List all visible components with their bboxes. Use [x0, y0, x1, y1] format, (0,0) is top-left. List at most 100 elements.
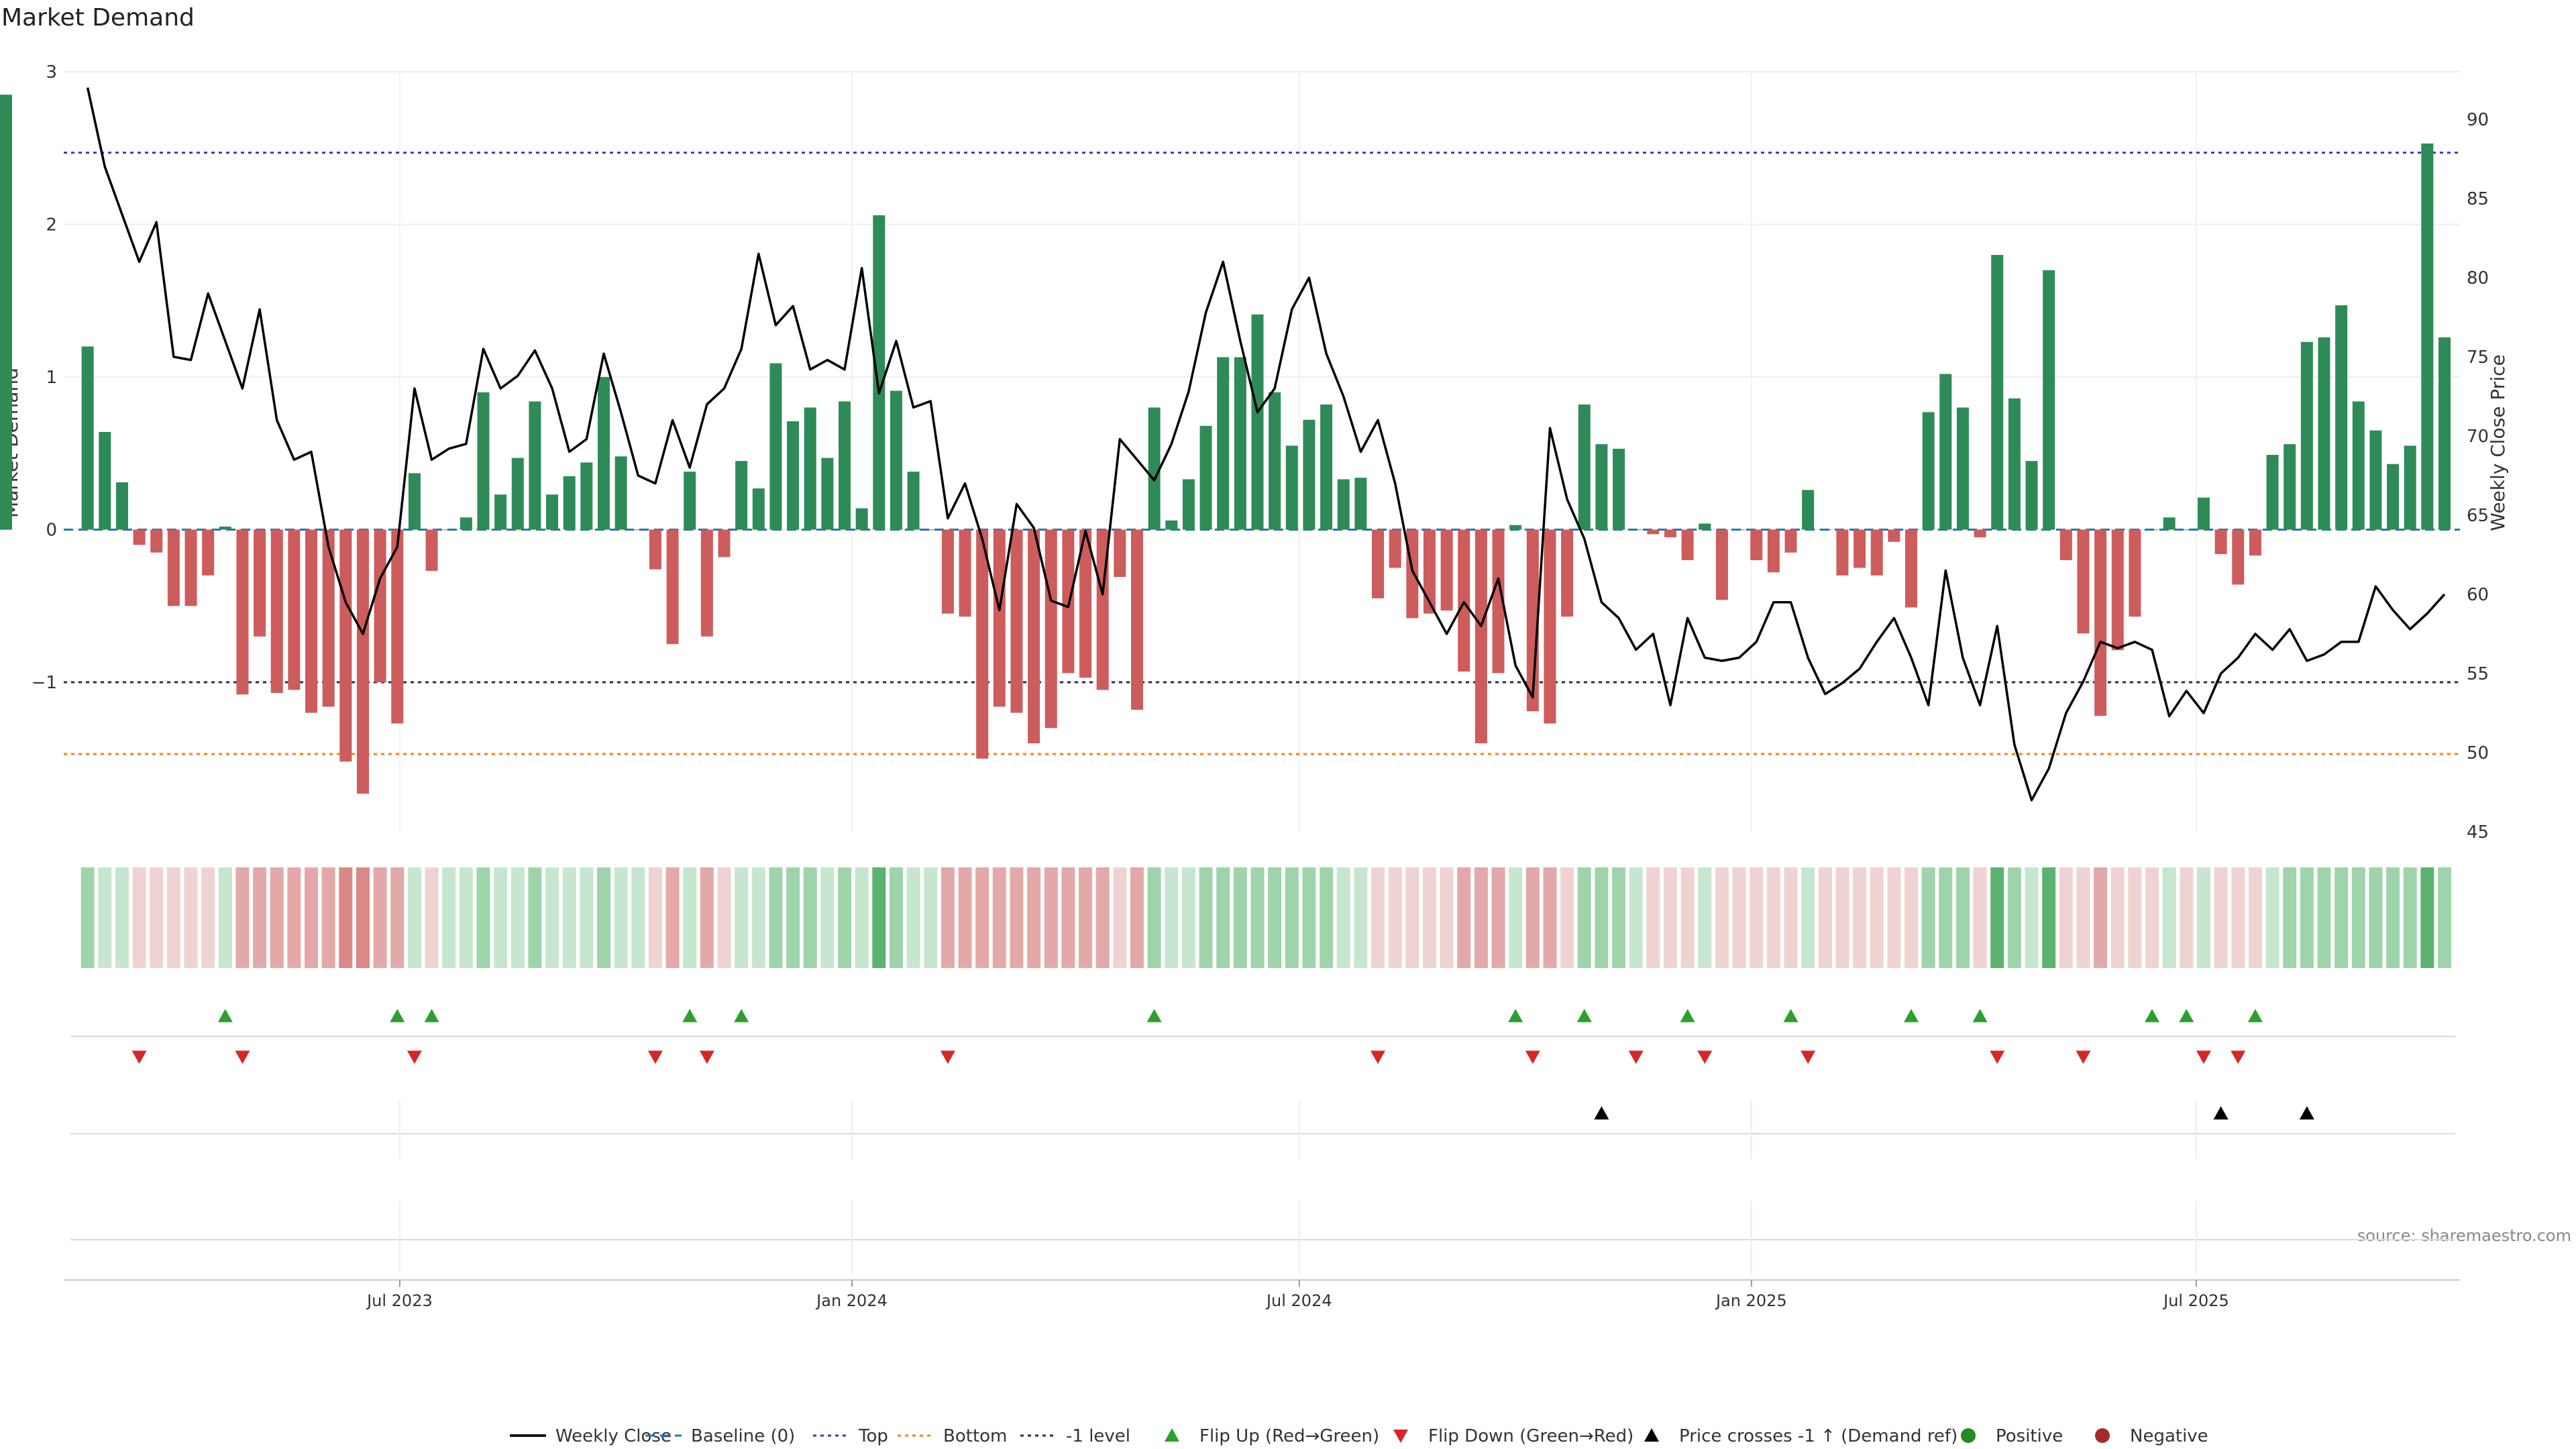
demand-bar — [1544, 529, 1556, 724]
demand-bar — [649, 529, 661, 570]
heatmap-cell — [1715, 867, 1729, 968]
demand-bar — [1130, 529, 1143, 710]
heatmap-cell — [1044, 867, 1058, 968]
flip-up-marker — [1576, 1009, 1592, 1022]
flip-down-marker — [1525, 1051, 1540, 1064]
heatmap-cell — [1887, 867, 1901, 968]
heatmap-cell — [407, 867, 421, 968]
heatmap-cell — [390, 867, 405, 968]
demand-bar — [2249, 529, 2261, 556]
demand-bar — [1182, 479, 1195, 530]
heatmap-cell — [1853, 867, 1867, 968]
flip-down-marker — [2231, 1051, 2246, 1064]
heatmap-cell — [305, 867, 319, 968]
demand-bar — [1836, 529, 1849, 576]
heatmap-cell — [476, 867, 490, 968]
x-axis: Jul 2023 Jan 2024 Jul 2024 Jan 2025 Jul 2025 — [64, 1279, 2460, 1310]
demand-bar — [2197, 497, 2210, 530]
heatmap-cell — [1525, 867, 1540, 968]
x-tick-label: Jan 2025 — [1715, 1291, 1787, 1310]
demand-bar — [1423, 529, 1436, 614]
heatmap-cell — [1079, 867, 1093, 968]
flip-down-marker — [131, 1051, 147, 1064]
flip-down-marker — [1801, 1051, 1816, 1064]
demand-bar — [1354, 478, 1367, 530]
x-tick-label: Jul 2025 — [2162, 1291, 2229, 1310]
demand-bar — [546, 494, 559, 530]
heatmap-cell — [2265, 867, 2279, 968]
heatmap-cell — [665, 867, 680, 968]
heatmap-cell — [992, 867, 1006, 968]
demand-bar — [1888, 529, 1900, 542]
heatmap-cell — [253, 867, 267, 968]
legend-item: Bottom — [898, 1426, 1007, 1446]
heatmap-cell — [1646, 867, 1660, 968]
heatmap-cell — [201, 867, 215, 968]
flip-up-marker — [390, 1009, 405, 1022]
flip-up-marker — [2179, 1009, 2194, 1022]
demand-bar — [460, 517, 472, 530]
legend-swatch-circle — [2095, 1428, 2110, 1443]
heatmap-cell — [1354, 867, 1368, 968]
demand-bar — [873, 215, 885, 530]
demand-bar — [1561, 529, 1574, 617]
y-tick-label-right: 55 — [2467, 664, 2489, 684]
demand-bar — [167, 529, 180, 606]
demand-bar — [1114, 529, 1126, 578]
heatmap-cell — [958, 867, 972, 968]
demand-bar — [1217, 357, 1230, 530]
heatmap-cell — [941, 867, 955, 968]
demand-bar — [787, 421, 800, 530]
legend-item: Price crosses -1 ↑ (Demand ref) — [1644, 1426, 1957, 1446]
heatmap-cell — [1388, 867, 1402, 968]
legend-swatch-triangle-down — [1393, 1430, 1408, 1443]
demand-bar — [2318, 337, 2330, 530]
heatmap-cell — [2283, 867, 2297, 968]
heatmap-cell — [803, 867, 817, 968]
demand-bar — [1148, 407, 1161, 530]
legend-swatch-triangle-up — [1644, 1428, 1659, 1442]
price-cross-marker — [2213, 1106, 2229, 1120]
heatmap-cell — [1147, 867, 1161, 968]
demand-bar — [2266, 455, 2279, 530]
heatmap-cell — [1750, 867, 1764, 968]
demand-bar — [1974, 529, 1986, 537]
flip-up-marker — [734, 1009, 749, 1022]
heatmap-cell — [1663, 867, 1677, 968]
flip-up-marker — [1680, 1009, 1695, 1022]
flip-down-marker — [940, 1051, 955, 1064]
y-tick-label-left: −1 — [32, 673, 57, 693]
heatmap-cell — [889, 867, 903, 968]
heatmap-cell — [2145, 867, 2159, 968]
heatmap-cell — [1766, 867, 1780, 968]
demand-bar — [1578, 404, 1591, 530]
demand-bar — [718, 529, 731, 557]
flip-up-marker — [2145, 1009, 2160, 1022]
heatmap-cell — [769, 867, 783, 968]
demand-bar — [1681, 529, 1694, 561]
y-axis-left: 3 2 1 0 −1 — [32, 62, 57, 693]
heatmap-cell — [855, 867, 869, 968]
demand-bar — [1733, 529, 1746, 531]
demand-bar — [1234, 357, 1246, 530]
demand-bar — [614, 456, 627, 530]
demand-bar — [2404, 445, 2416, 530]
heatmap-cell — [1181, 867, 1195, 968]
heatmap-cell — [2300, 867, 2314, 968]
heatmap-cell — [2110, 867, 2125, 968]
legend-item: Flip Down (Green→Red) — [1393, 1426, 1633, 1446]
heatmap-cell — [425, 867, 439, 968]
heatmap-cell — [596, 867, 610, 968]
flip-up-marker — [1508, 1009, 1523, 1022]
demand-bar — [700, 529, 713, 637]
demand-bar — [890, 390, 902, 530]
demand-bar — [2335, 305, 2348, 530]
demand-bar — [580, 462, 593, 530]
heatmap-cell — [2007, 867, 2021, 968]
heatmap-cell — [1870, 867, 1884, 968]
y-tick-label-left: 3 — [46, 62, 57, 83]
x-tick-label: Jul 2024 — [1265, 1291, 1332, 1310]
heatmap-cell — [2231, 867, 2245, 968]
heatmap-cell — [2214, 867, 2228, 968]
